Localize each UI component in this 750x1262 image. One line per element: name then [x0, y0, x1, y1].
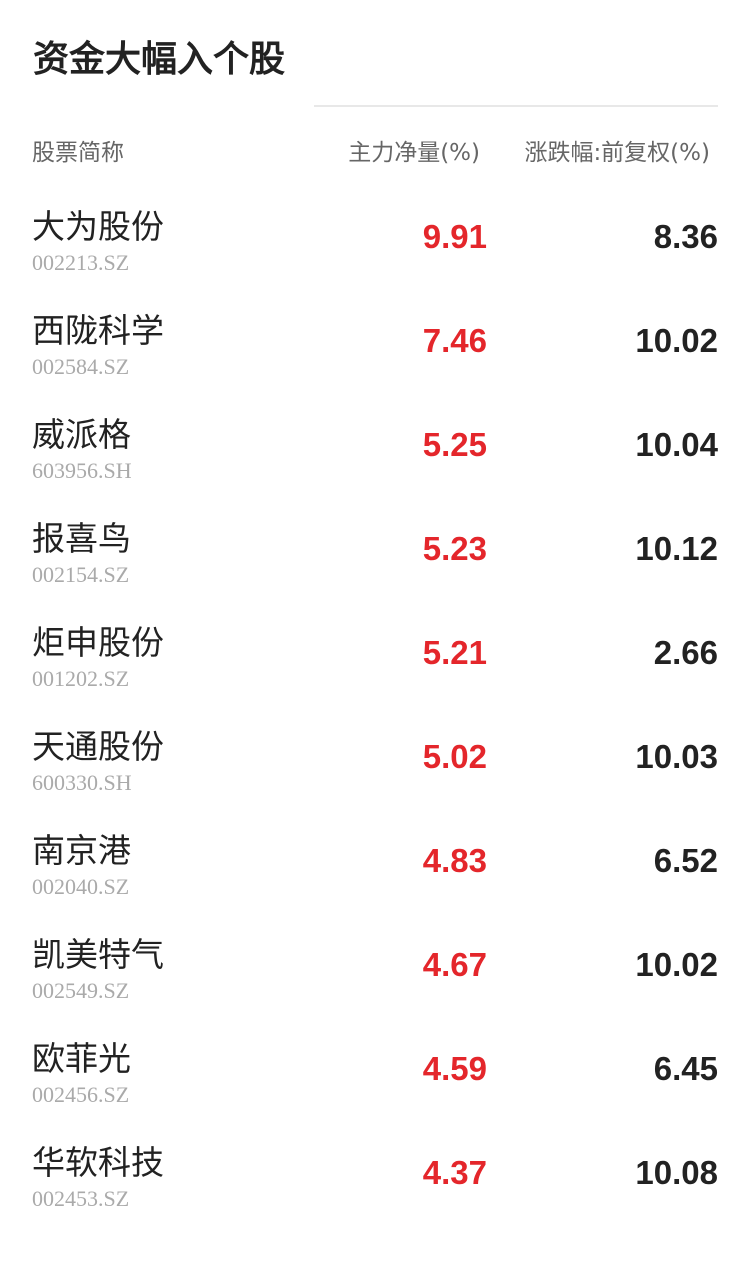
- stock-row[interactable]: 威派格 603956.SH 5.25 10.04: [0, 398, 750, 502]
- stock-row[interactable]: 南京港 002040.SZ 4.83 6.52: [0, 814, 750, 918]
- stock-name: 大为股份: [32, 207, 164, 246]
- main-flow-value: 5.23: [422, 530, 487, 567]
- stock-name: 天通股份: [32, 727, 164, 766]
- stock-row[interactable]: 炬申股份 001202.SZ 5.21 2.66: [0, 606, 750, 710]
- column-header-change[interactable]: 涨跌幅:前复权(%): [524, 140, 710, 166]
- main-flow-value: 5.21: [422, 634, 487, 671]
- change-value: 10.03: [635, 738, 718, 775]
- stock-name: 凯美特气: [32, 935, 164, 974]
- main-flow-value: 4.37: [422, 1154, 487, 1191]
- change-value: 10.12: [635, 530, 718, 567]
- change-value: 10.02: [635, 322, 718, 359]
- stock-code: 002154.SZ: [32, 562, 130, 587]
- stock-row[interactable]: 西陇科学 002584.SZ 7.46 10.02: [0, 294, 750, 398]
- column-header-main-flow[interactable]: 主力净量(%): [348, 140, 480, 166]
- stock-code: 603956.SH: [32, 458, 132, 483]
- stock-name: 欧菲光: [32, 1039, 131, 1078]
- change-value: 10.04: [635, 426, 718, 463]
- change-value: 6.52: [653, 842, 718, 879]
- stock-list: 大为股份 002213.SZ 9.91 8.36 西陇科学 002584.SZ 7.46 10…: [0, 190, 750, 1230]
- stock-name: 南京港: [32, 831, 131, 870]
- main-flow-value: 9.91: [422, 218, 487, 255]
- stock-row[interactable]: 欧菲光 002456.SZ 4.59 6.45: [0, 1022, 750, 1126]
- stock-row[interactable]: 凯美特气 002549.SZ 4.67 10.02: [0, 918, 750, 1022]
- stock-row[interactable]: 大为股份 002213.SZ 9.91 8.36: [0, 190, 750, 294]
- main-flow-value: 5.02: [422, 738, 487, 775]
- stock-row[interactable]: 天通股份 600330.SH 5.02 10.03: [0, 710, 750, 814]
- stock-code: 002453.SZ: [32, 1186, 130, 1211]
- change-value: 6.45: [653, 1050, 718, 1087]
- change-value: 10.02: [635, 946, 718, 983]
- page-title: 资金大幅入个股: [33, 39, 286, 80]
- change-value: 2.66: [653, 634, 718, 671]
- main-flow-value: 4.67: [422, 946, 487, 983]
- column-header-name[interactable]: 股票简称: [32, 140, 124, 166]
- main-flow-value: 4.83: [422, 842, 487, 879]
- divider: [314, 105, 718, 107]
- stock-row[interactable]: 报喜鸟 002154.SZ 5.23 10.12: [0, 502, 750, 606]
- stock-row[interactable]: 华软科技 002453.SZ 4.37 10.08: [0, 1126, 750, 1230]
- stock-name: 报喜鸟: [32, 519, 131, 558]
- stock-code: 600330.SH: [32, 770, 132, 795]
- stock-name: 炬申股份: [32, 623, 164, 662]
- stock-code: 001202.SZ: [32, 666, 130, 691]
- stock-code: 002456.SZ: [32, 1082, 130, 1107]
- stock-code: 002584.SZ: [32, 354, 130, 379]
- stock-name: 西陇科学: [32, 311, 164, 350]
- main-flow-value: 7.46: [422, 322, 487, 359]
- stock-code: 002040.SZ: [32, 874, 130, 899]
- main-flow-value: 5.25: [422, 426, 487, 463]
- stock-name: 华软科技: [32, 1143, 164, 1182]
- change-value: 8.36: [653, 218, 718, 255]
- main-flow-value: 4.59: [422, 1050, 487, 1087]
- stock-code: 002549.SZ: [32, 978, 130, 1003]
- change-value: 10.08: [635, 1154, 718, 1191]
- stock-name: 威派格: [32, 415, 131, 454]
- stock-code: 002213.SZ: [32, 250, 130, 275]
